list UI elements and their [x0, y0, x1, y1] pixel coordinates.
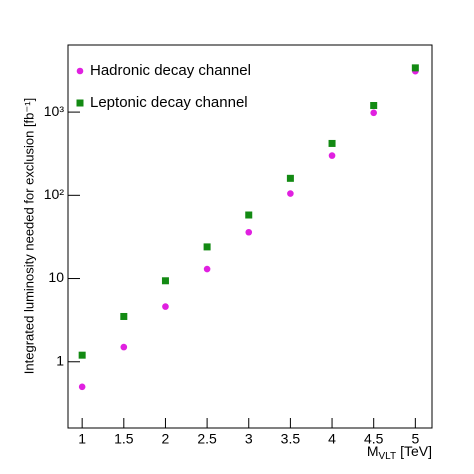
point: [287, 190, 294, 197]
y-tick-label: 10³: [44, 103, 65, 119]
x-tick-label: 3.5: [281, 431, 301, 447]
x-tick-label: 2: [162, 431, 170, 447]
point: [245, 211, 253, 219]
x-label-sub: VLT: [378, 451, 396, 462]
legend-marker: [76, 99, 84, 107]
point: [328, 139, 336, 147]
point: [162, 303, 169, 310]
y-tick-label: 1: [56, 352, 64, 368]
x-tick-label: 4.5: [364, 431, 384, 447]
x-tick-label: 3: [245, 431, 253, 447]
y-tick-label: 10²: [44, 186, 65, 202]
point: [328, 152, 336, 159]
x-tick-label: 2.5: [197, 431, 217, 447]
x-tick-label: 1: [78, 431, 86, 447]
point: [78, 351, 86, 359]
x-label-unit: [TeV]: [400, 443, 432, 459]
point: [161, 277, 169, 285]
point: [370, 102, 378, 110]
point: [78, 383, 86, 391]
legend-label: Hadronic decay channel: [90, 62, 251, 79]
x-tick-label: 4: [328, 431, 336, 447]
point: [120, 312, 128, 320]
x-tick-label: 1.5: [114, 431, 134, 447]
point: [286, 174, 294, 182]
x-tick-label: 5: [411, 431, 419, 447]
y-tick-label: 10: [48, 269, 64, 285]
point: [120, 343, 128, 351]
legend-label: Leptonic decay channel: [90, 94, 248, 111]
point: [203, 265, 211, 273]
y-axis-label: Integrated luminosity needed for exclusi…: [21, 98, 36, 374]
point: [411, 64, 419, 72]
x-axis-label: MVLT [TeV]: [367, 443, 432, 462]
point: [245, 228, 253, 236]
plot-frame: [67, 44, 433, 429]
point: [370, 109, 377, 117]
point: [203, 243, 211, 251]
x-label-main: M: [367, 443, 379, 459]
legend-marker: [76, 67, 84, 75]
